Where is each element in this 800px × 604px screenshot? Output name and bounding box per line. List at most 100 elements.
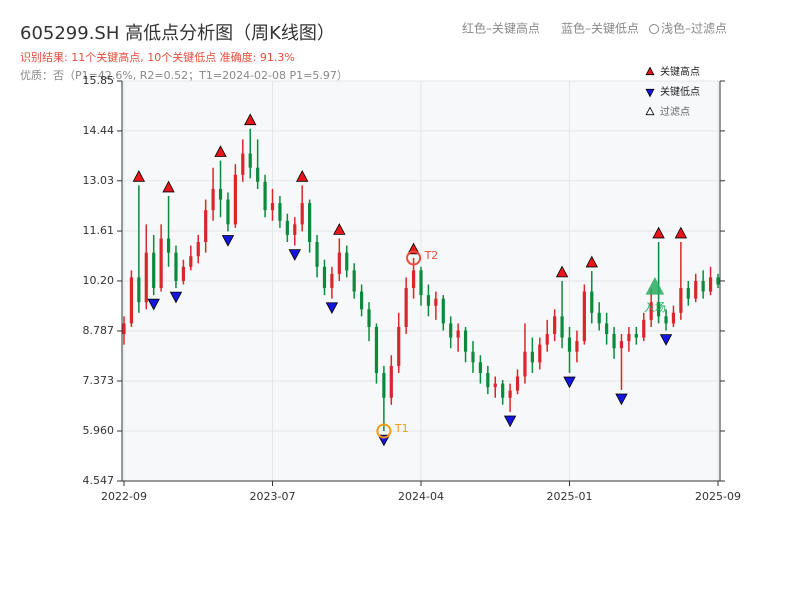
candle-body bbox=[122, 323, 126, 335]
candle-body bbox=[174, 252, 178, 281]
candle-body bbox=[397, 326, 401, 366]
candle-body bbox=[434, 298, 438, 306]
quality-note: 优质：否（P1=42.6%, R2=0.52；T1=2024-02-08 P1=… bbox=[20, 69, 348, 82]
candle-body bbox=[181, 266, 185, 281]
y-tick-label: 13.03 bbox=[83, 174, 115, 187]
marker bbox=[214, 145, 227, 157]
candle-body bbox=[293, 224, 297, 235]
candle-body bbox=[471, 351, 475, 363]
marker bbox=[652, 226, 665, 239]
annotation-circle bbox=[376, 423, 392, 439]
marker bbox=[288, 249, 301, 261]
candle-body bbox=[530, 351, 534, 363]
y-tick-label: 4.547 bbox=[83, 474, 115, 487]
candle-body bbox=[367, 309, 371, 327]
y-tick-label: 11.61 bbox=[83, 224, 115, 237]
marker bbox=[221, 235, 235, 247]
candle-body bbox=[382, 372, 386, 398]
candle-body bbox=[671, 312, 676, 324]
candle-body bbox=[233, 174, 237, 225]
candle-body bbox=[360, 291, 364, 310]
x-tick-label: 2023-07 bbox=[250, 490, 296, 503]
candle-body bbox=[345, 252, 349, 271]
candle-body bbox=[515, 376, 520, 391]
candle-body bbox=[508, 390, 512, 398]
marker bbox=[503, 415, 517, 428]
candle-body bbox=[694, 280, 698, 299]
candle-body bbox=[315, 242, 319, 267]
y-tick-label: 5.960 bbox=[83, 424, 115, 437]
candle-body bbox=[241, 153, 245, 175]
candle-body bbox=[144, 252, 148, 303]
annotation-triangle bbox=[645, 277, 665, 295]
subtitle: 识别结果: 11个关键高点, 10个关键低点 准确度: 91.3% bbox=[20, 50, 295, 64]
y-tick-label: 8.787 bbox=[83, 324, 115, 337]
x-tick-label: 2024-04 bbox=[398, 490, 444, 503]
candle-body bbox=[137, 277, 141, 303]
candle-body bbox=[204, 210, 208, 243]
candle-body bbox=[463, 330, 468, 352]
candle-body bbox=[189, 256, 193, 267]
marker bbox=[147, 298, 160, 311]
y-tick-label: 14.44 bbox=[83, 124, 115, 137]
candle-body bbox=[270, 203, 275, 211]
candle-body bbox=[642, 319, 646, 338]
candle-body bbox=[278, 203, 282, 221]
candle-body bbox=[701, 280, 705, 292]
candle-body bbox=[263, 181, 267, 211]
candle-body bbox=[708, 277, 713, 292]
marker bbox=[563, 376, 576, 389]
candle-body bbox=[389, 365, 393, 398]
candle-body bbox=[211, 188, 215, 211]
marker bbox=[659, 334, 673, 346]
candle-body bbox=[419, 270, 423, 296]
legend-marker bbox=[645, 88, 655, 98]
candle-body bbox=[411, 270, 416, 289]
y-tick-label: 7.373 bbox=[83, 374, 115, 387]
candle-body bbox=[612, 334, 616, 349]
candle-body bbox=[285, 220, 289, 235]
y-tick-label: 15.85 bbox=[83, 74, 115, 87]
candle-body bbox=[619, 341, 624, 349]
candle-body bbox=[374, 326, 379, 373]
chart-title: 605299.SH 高低点分析图（周K线图） bbox=[20, 23, 335, 44]
candle-body bbox=[218, 188, 223, 200]
legend-label: 关键低点 bbox=[660, 85, 700, 98]
candle-body bbox=[159, 238, 163, 289]
candle-body bbox=[308, 203, 312, 243]
marker bbox=[333, 223, 346, 235]
candle-body bbox=[322, 266, 327, 289]
candle-body bbox=[486, 372, 490, 388]
x-tick-label: 2025-01 bbox=[547, 490, 593, 503]
candle-body bbox=[493, 383, 497, 388]
candle-body bbox=[449, 323, 453, 338]
candle-body bbox=[575, 341, 579, 352]
candle-body bbox=[634, 334, 638, 338]
candle-body bbox=[597, 312, 601, 324]
candle-body bbox=[560, 316, 564, 338]
marker bbox=[325, 302, 339, 314]
candle-body bbox=[404, 288, 408, 327]
candle-body bbox=[456, 330, 460, 338]
candle-body bbox=[300, 203, 304, 225]
candle-body bbox=[523, 351, 527, 377]
candle-body bbox=[196, 242, 200, 257]
marker bbox=[555, 265, 569, 278]
annotation-circle bbox=[406, 250, 422, 266]
candle-body bbox=[679, 288, 683, 313]
legend-marker bbox=[645, 106, 655, 116]
candle-body bbox=[441, 298, 445, 324]
candle-body bbox=[226, 199, 230, 225]
marker bbox=[169, 291, 183, 304]
candle-body bbox=[686, 288, 690, 299]
candle-body bbox=[129, 277, 134, 324]
candle-body bbox=[590, 291, 594, 313]
header-note: 红色–关键高点 bbox=[462, 21, 540, 36]
candle-body bbox=[166, 238, 171, 253]
marker bbox=[296, 170, 309, 182]
header-note: 蓝色–关键低点 bbox=[561, 22, 639, 36]
annotation-label: T1 bbox=[394, 422, 409, 435]
header-note: 浅色–过滤点 bbox=[661, 22, 727, 36]
candle-body bbox=[716, 277, 720, 285]
